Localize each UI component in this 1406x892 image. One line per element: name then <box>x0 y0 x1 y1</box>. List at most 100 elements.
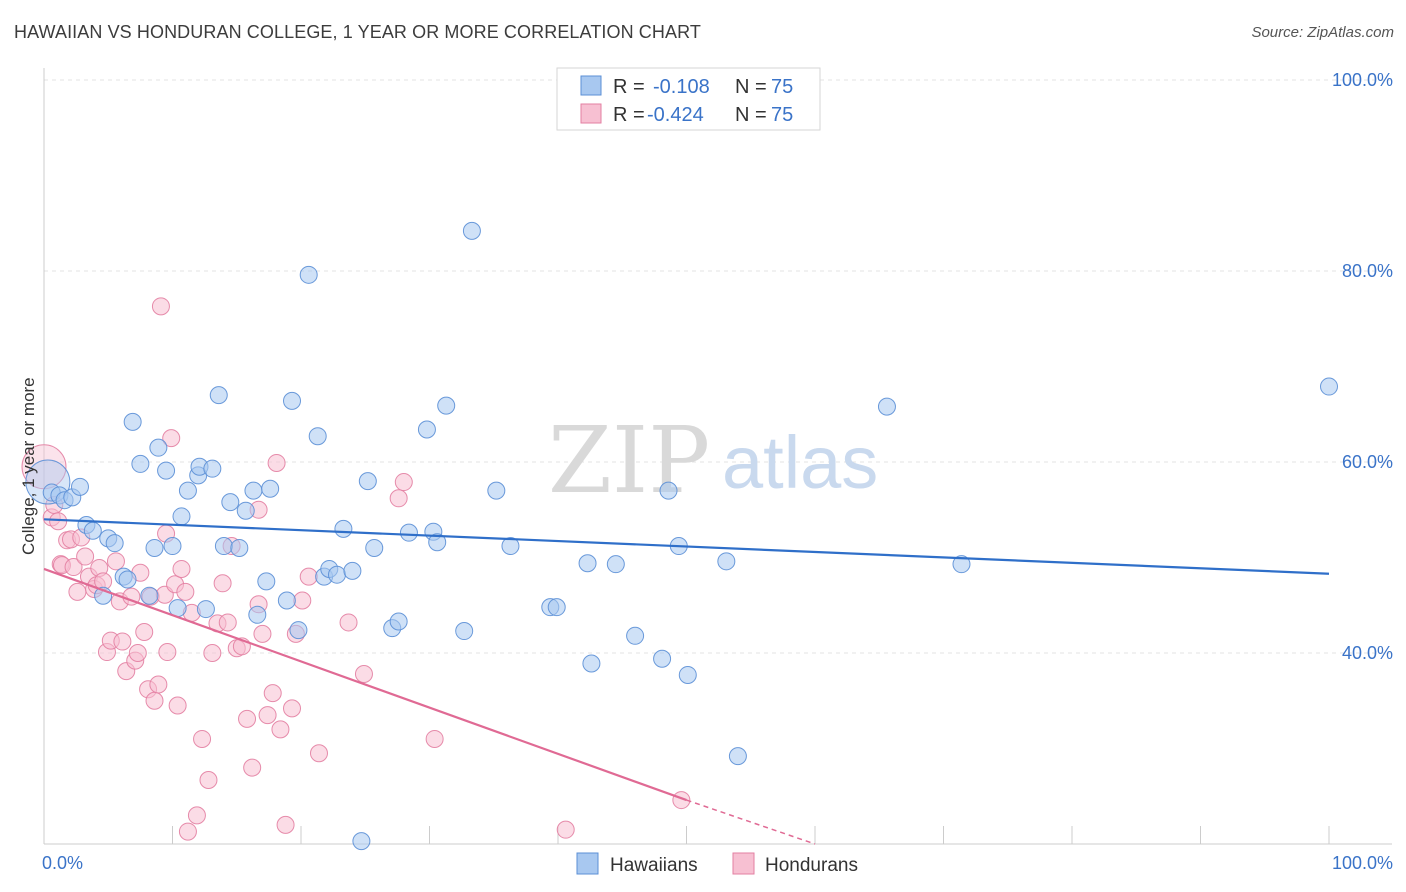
hawaiian-point <box>653 649 672 668</box>
y-tick-label: 80.0% <box>1342 261 1393 281</box>
honduran-point <box>299 567 318 586</box>
hawaiian-point <box>389 612 408 631</box>
hawaiian-point <box>277 591 296 610</box>
hawaiian-point <box>178 481 197 500</box>
legend-r-value: -0.108 <box>653 76 710 98</box>
honduran-point <box>203 644 222 662</box>
legend-r-value: -0.424 <box>647 104 704 126</box>
hawaiian-point <box>248 605 267 624</box>
hawaiian-point <box>244 481 263 500</box>
hawaiian-point <box>334 519 353 538</box>
hawaiian-point <box>578 554 597 573</box>
honduran-point <box>394 473 413 492</box>
hawaiian-point <box>214 537 233 556</box>
honduran-point <box>158 643 177 662</box>
honduran-point <box>339 613 358 632</box>
honduran-point <box>309 744 328 763</box>
hawaiian-point <box>606 555 625 574</box>
hawaiian-point <box>299 265 318 284</box>
hawaiian-point <box>487 481 506 500</box>
hawaiian-point <box>358 472 377 491</box>
honduran-point <box>187 806 206 825</box>
honduran-point <box>106 552 125 571</box>
hawaiian-point <box>157 461 176 480</box>
honduran-point <box>135 622 154 641</box>
hawaiian-point <box>462 221 481 240</box>
source-label: Source: ZipAtlas.com <box>1251 24 1394 41</box>
honduran-point <box>243 758 262 777</box>
hawaiian-point <box>105 534 124 553</box>
hawaiian-point <box>659 481 678 500</box>
bottom-legend-label-hondurans: Hondurans <box>765 855 858 876</box>
legend-swatch-hondurans <box>580 103 602 124</box>
legend-n-value: 75 <box>771 104 793 126</box>
honduran-point <box>68 582 87 601</box>
hawaiian-point <box>209 386 228 405</box>
y-axis-label: College, 1 year or more <box>19 377 38 555</box>
hawaiian-point <box>547 598 566 617</box>
y-tick-label: 60.0% <box>1342 452 1393 472</box>
hawaiian-point <box>308 427 327 446</box>
honduran-point <box>556 820 575 839</box>
hondurans-trend-extension <box>686 799 816 845</box>
honduran-point <box>213 574 232 593</box>
hawaiian-point <box>140 586 159 605</box>
hawaiian-point <box>399 523 418 542</box>
honduran-point <box>151 297 170 316</box>
data-points <box>21 221 1338 851</box>
trend-lines <box>43 518 1330 845</box>
legend-r-label: R = <box>613 104 645 126</box>
hawaiian-point <box>952 555 971 574</box>
hawaiian-point <box>196 600 215 619</box>
legend-r-label: R = <box>613 76 645 98</box>
hawaiian-point <box>118 570 137 589</box>
hawaiian-point <box>257 572 276 591</box>
honduran-point <box>238 709 257 728</box>
hawaiian-point <box>236 501 255 520</box>
honduran-point <box>276 815 295 834</box>
bottom-legend-label-hawaiians: Hawaiians <box>610 855 698 876</box>
honduran-point <box>168 696 187 715</box>
bottom-legend: Hawaiians Hondurans <box>576 852 858 876</box>
hawaiian-point <box>626 626 645 645</box>
x-tick-label: 100.0% <box>1332 853 1393 873</box>
honduran-point <box>253 624 272 643</box>
hawaiian-point <box>365 538 384 557</box>
honduran-point <box>425 729 444 748</box>
x-tick-label: 0.0% <box>42 853 83 873</box>
chart-title: HAWAIIAN VS HONDURAN COLLEGE, 1 YEAR OR … <box>14 22 701 42</box>
honduran-point <box>267 453 286 472</box>
hawaiian-point <box>131 454 150 473</box>
honduran-point <box>128 644 147 662</box>
honduran-point <box>145 691 164 710</box>
hawaiian-point <box>149 438 168 457</box>
honduran-point <box>178 822 197 841</box>
honduran-point <box>113 632 132 651</box>
hawaiian-point <box>70 477 89 496</box>
hawaiian-point <box>203 459 222 478</box>
honduran-point <box>193 729 212 748</box>
watermark-zip: ZIP <box>548 407 710 514</box>
watermark: ZIP atlas <box>548 407 878 514</box>
honduran-point <box>389 489 408 508</box>
hawaiian-point <box>145 538 164 557</box>
hawaiian-point <box>678 665 697 684</box>
honduran-point <box>149 675 168 694</box>
legend-box: R = -0.108 N = 75 R = -0.424 N = 75 <box>556 67 821 131</box>
hawaiian-point <box>1320 377 1338 396</box>
hawaiian-point <box>327 565 346 584</box>
legend-swatch-hawaiians <box>580 75 602 96</box>
honduran-point <box>172 559 191 578</box>
honduran-point <box>354 665 373 684</box>
hawaiian-point <box>728 747 747 766</box>
hawaiians-trend-line <box>43 518 1330 575</box>
hawaiian-point <box>501 537 520 556</box>
honduran-point <box>263 684 282 703</box>
hawaiian-point <box>417 420 436 439</box>
hawaiian-point <box>352 832 371 851</box>
legend-n-label: N = <box>735 104 767 126</box>
hawaiian-point <box>455 622 474 641</box>
hawaiian-point <box>717 552 736 571</box>
hawaiian-point <box>221 493 240 512</box>
hawaiian-point <box>428 533 447 552</box>
